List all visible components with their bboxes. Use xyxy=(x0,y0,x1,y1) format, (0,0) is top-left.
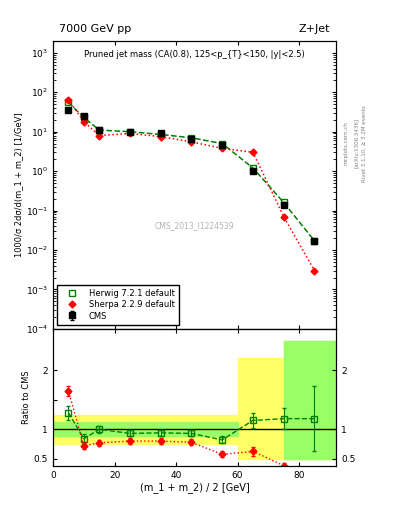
Herwig 7.2.1 default xyxy=(189,135,194,141)
Text: 7000 GeV pp: 7000 GeV pp xyxy=(59,24,131,34)
Line: Herwig 7.2.1 default: Herwig 7.2.1 default xyxy=(65,99,318,244)
Text: mcplots.cern.ch: mcplots.cern.ch xyxy=(344,121,349,165)
Y-axis label: Ratio to CMS: Ratio to CMS xyxy=(22,371,31,424)
Herwig 7.2.1 default xyxy=(251,165,255,171)
Text: Z+Jet: Z+Jet xyxy=(299,24,331,34)
Herwig 7.2.1 default xyxy=(66,99,71,105)
Sherpa 2.2.9 default xyxy=(281,214,286,220)
Text: CMS_2013_I1224539: CMS_2013_I1224539 xyxy=(155,221,234,230)
Sherpa 2.2.9 default xyxy=(251,149,255,155)
Herwig 7.2.1 default xyxy=(220,140,224,146)
Herwig 7.2.1 default xyxy=(158,132,163,138)
Sherpa 2.2.9 default xyxy=(312,268,317,274)
Sherpa 2.2.9 default xyxy=(97,133,101,139)
Sherpa 2.2.9 default xyxy=(66,97,71,103)
Text: Rivet 3.1.10, ≥ 3.2M events: Rivet 3.1.10, ≥ 3.2M events xyxy=(362,105,367,182)
Herwig 7.2.1 default xyxy=(128,129,132,135)
Herwig 7.2.1 default xyxy=(81,114,86,120)
Herwig 7.2.1 default xyxy=(312,238,317,244)
Sherpa 2.2.9 default xyxy=(158,134,163,140)
Sherpa 2.2.9 default xyxy=(220,145,224,152)
Herwig 7.2.1 default xyxy=(281,200,286,206)
X-axis label: (m_1 + m_2) / 2 [GeV]: (m_1 + m_2) / 2 [GeV] xyxy=(140,482,250,494)
Line: Sherpa 2.2.9 default: Sherpa 2.2.9 default xyxy=(66,97,317,273)
Sherpa 2.2.9 default xyxy=(81,119,86,125)
Sherpa 2.2.9 default xyxy=(189,139,194,145)
Sherpa 2.2.9 default xyxy=(128,131,132,137)
Text: [arXiv:1306.3436]: [arXiv:1306.3436] xyxy=(354,118,359,168)
Herwig 7.2.1 default xyxy=(97,127,101,133)
Text: Pruned jet mass (CA(0.8), 125<p_{T}<150, |y|<2.5): Pruned jet mass (CA(0.8), 125<p_{T}<150,… xyxy=(84,50,305,58)
Y-axis label: 1000/σ 2dσ/d(m_1 + m_2) [1/GeV]: 1000/σ 2dσ/d(m_1 + m_2) [1/GeV] xyxy=(14,113,23,257)
Legend: Herwig 7.2.1 default, Sherpa 2.2.9 default, CMS: Herwig 7.2.1 default, Sherpa 2.2.9 defau… xyxy=(57,285,179,325)
